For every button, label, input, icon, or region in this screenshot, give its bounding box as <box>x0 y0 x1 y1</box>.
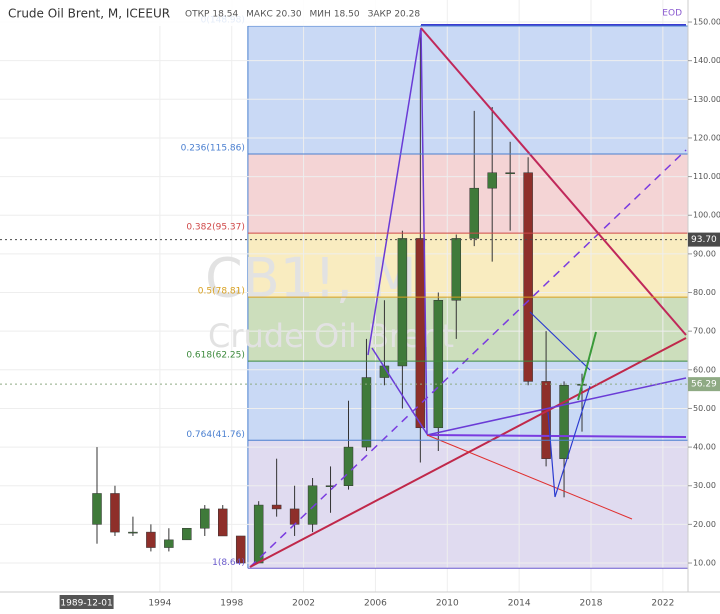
x-tick-label: 2010 <box>436 599 459 609</box>
watermark-name: Crude Oil Brent <box>208 317 454 355</box>
crosshair-date-box <box>59 595 114 609</box>
candle-body <box>253 504 264 564</box>
x-tick-label: 2014 <box>508 599 531 609</box>
trend-line <box>420 27 687 336</box>
candle-body <box>146 531 156 548</box>
x-tick-label: 1998 <box>220 599 243 609</box>
y-tick-label: 140.00 <box>693 56 720 65</box>
fib-label: 0.764(41.76) <box>186 430 245 440</box>
fib-label: 0.5(78.81) <box>198 287 245 297</box>
trend-line <box>426 434 687 438</box>
fib-zone <box>247 361 688 441</box>
ohlc-name: МАКС <box>246 10 273 20</box>
fib-zone <box>247 297 688 362</box>
y-tick-label: 120.00 <box>693 133 720 142</box>
trend-line <box>249 337 687 568</box>
ohlc-name: МИН <box>310 10 331 20</box>
candle-body <box>523 172 533 382</box>
candle-body <box>271 504 282 510</box>
x-tick-label: 2006 <box>364 599 387 609</box>
candle-body <box>415 238 426 429</box>
candle-body <box>200 508 210 529</box>
watermark-ticker: CB1!, M <box>205 247 417 310</box>
y-tick-label: 70.00 <box>693 327 716 336</box>
fib-label: 0.618(62.25) <box>186 351 245 361</box>
ohlc-value: 20.28 <box>394 10 420 20</box>
candle-body <box>559 385 569 459</box>
legend-bg <box>0 0 420 26</box>
fib-zone <box>247 153 688 234</box>
y-tick-label: 90.00 <box>693 249 716 258</box>
y-tick-label: 50.00 <box>693 404 716 413</box>
fib-label: 0.236(115.86) <box>181 143 245 153</box>
price-label: 93.70 <box>691 235 717 245</box>
trend-line <box>426 434 633 520</box>
eod: EOD <box>662 9 682 19</box>
fib-label: 1(8.64) <box>212 558 245 568</box>
fib-label: 0.382(95.37) <box>186 223 245 233</box>
candle-body <box>397 238 408 367</box>
candle-body <box>110 493 120 533</box>
candle-body <box>182 527 192 541</box>
candle-body <box>92 493 102 525</box>
candle-body <box>218 508 228 537</box>
trend-line <box>367 27 428 437</box>
y-tick-label: 20.00 <box>693 520 716 529</box>
candle-body <box>433 300 444 429</box>
y-tick-label: 100.00 <box>693 211 720 220</box>
candle-body <box>451 238 462 301</box>
x-tick-label: 2022 <box>651 599 674 609</box>
trend-line <box>529 311 591 371</box>
price-label: 56.29 <box>691 380 717 390</box>
candle-body <box>469 187 479 239</box>
ohlc-value: 18.54 <box>212 10 238 20</box>
drawings <box>249 24 687 568</box>
candle-body <box>343 446 354 486</box>
candle-body <box>487 172 497 189</box>
price-label-box <box>688 232 720 247</box>
trend-line <box>577 331 597 401</box>
y-tick-label: 10.00 <box>693 559 716 568</box>
y-tick-label: 80.00 <box>693 288 716 297</box>
candle-body <box>361 377 372 448</box>
x-tick-label: 2002 <box>292 599 315 609</box>
crosshair-date: 1989-12-01 <box>60 599 112 609</box>
x-tick-label: 1994 <box>148 599 171 609</box>
candle-body <box>164 539 174 548</box>
x-tick-label: 2018 <box>580 599 603 609</box>
candle-body <box>541 381 551 459</box>
y-tick-label: 130.00 <box>693 95 720 104</box>
candle-body <box>505 172 515 174</box>
candle-body <box>128 531 138 534</box>
trend-line <box>426 377 687 436</box>
ohlc-value: 18.50 <box>334 10 360 20</box>
trend-line <box>249 149 687 568</box>
ohlc-value: 20.30 <box>276 10 302 20</box>
price-label-box <box>688 377 720 392</box>
candle-body <box>307 485 318 525</box>
y-tick-label: 150.00 <box>693 18 720 27</box>
candle-body <box>289 508 300 525</box>
fib-zone <box>247 233 688 298</box>
y-tick-label: 110.00 <box>693 172 720 181</box>
y-tick-label: 30.00 <box>693 481 716 490</box>
fib-zone <box>247 25 688 154</box>
y-tick-label: 40.00 <box>693 443 716 452</box>
candle-body <box>379 365 390 378</box>
fib-zone <box>247 440 688 569</box>
symbol[interactable]: Crude Oil Brent, M, ICEEUR <box>8 7 170 21</box>
candle-body <box>235 535 246 564</box>
ohlc-name: ОТКР <box>185 10 210 20</box>
y-tick-label: 60.00 <box>693 365 716 374</box>
ohlc-name: ЗАКР <box>368 10 392 20</box>
